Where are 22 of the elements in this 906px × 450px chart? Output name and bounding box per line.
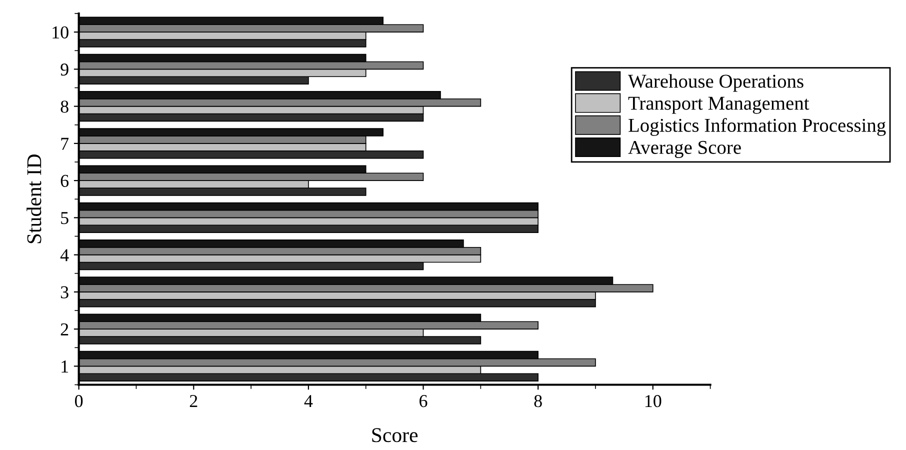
legend-label: Transport Management [628, 96, 810, 114]
y-axis-title: Student ID [26, 154, 42, 244]
y-tick-label: 10 [52, 26, 68, 39]
legend-label: Logistics Information Processing [628, 118, 886, 136]
y-tick-label: 5 [61, 212, 68, 224]
y-tick-label: 9 [60, 63, 68, 76]
x-tick-label: 6 [420, 395, 428, 408]
x-tick-label: 0 [74, 394, 83, 408]
y-tick-label: 7 [61, 138, 69, 150]
x-tick-label: 4 [304, 395, 313, 407]
y-tick-label: 3 [60, 286, 68, 298]
x-axis-title: Score [372, 428, 418, 442]
y-tick-label: 4 [60, 249, 69, 262]
y-tick-label: 1 [62, 360, 68, 372]
x-tick-label: 2 [190, 395, 198, 407]
y-tick-label: 2 [60, 323, 68, 336]
y-tick-label: 6 [60, 174, 69, 188]
legend-label: Average Score [628, 140, 741, 158]
legend-label: Warehouse Operations [628, 74, 804, 92]
x-tick-label: 8 [534, 394, 542, 408]
y-tick-label: 8 [60, 100, 68, 113]
x-tick-label: 10 [645, 394, 662, 408]
